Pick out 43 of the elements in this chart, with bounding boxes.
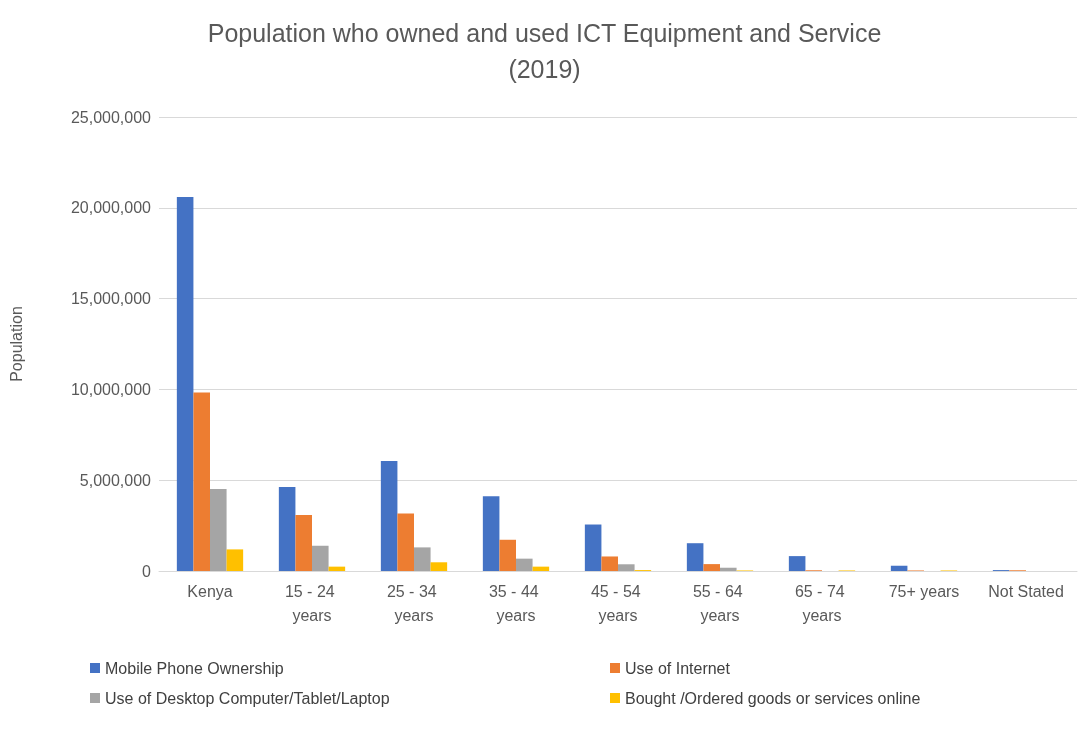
- x-tick-label: Not Stated: [988, 582, 1064, 600]
- bar: [312, 545, 329, 571]
- y-tick-label: 15,000,000: [70, 290, 152, 308]
- x-tick-label: Kenya: [187, 582, 233, 600]
- x-tick-label: 15 - 24 years: [284, 582, 340, 624]
- x-tick-label: 65 - 74 years: [794, 582, 850, 624]
- bar: [618, 564, 635, 571]
- bar: [482, 496, 500, 571]
- bar: [176, 196, 194, 571]
- y-axis-title: Population: [7, 306, 25, 382]
- bar: [890, 565, 908, 571]
- bar: [397, 513, 414, 571]
- bar: [601, 556, 618, 571]
- x-tick-label: 35 - 44 years: [488, 582, 544, 624]
- chart-title: Population who owned and used ICT Equipment and Service (2019): [207, 19, 882, 83]
- bar: [720, 567, 737, 571]
- y-tick-label: 25,000,000: [70, 108, 152, 126]
- y-tick-label: 0: [142, 562, 152, 580]
- legend-label: Mobile Phone Ownership: [105, 659, 284, 677]
- bar: [499, 539, 516, 571]
- y-tick-label: 20,000,000: [70, 199, 152, 217]
- legend-label: Bought /Ordered goods or services online: [625, 689, 921, 707]
- bar: [430, 562, 448, 571]
- bar: [380, 460, 398, 571]
- bar: [193, 392, 210, 571]
- x-tick-label: 55 - 64 years: [692, 582, 748, 624]
- y-tick-label: 5,000,000: [79, 471, 152, 489]
- bar: [703, 564, 720, 571]
- bar: [686, 543, 704, 571]
- y-tick-label: 10,000,000: [70, 380, 152, 398]
- bar: [226, 549, 244, 571]
- bar: [516, 558, 533, 571]
- bar: [414, 547, 431, 571]
- bar: [584, 524, 602, 571]
- bar: [278, 486, 296, 571]
- legend-label: Use of Desktop Computer/Tablet/Laptop: [105, 689, 390, 707]
- bar: [295, 515, 312, 571]
- bar: [210, 488, 227, 571]
- bar: [788, 556, 806, 571]
- x-tick-label: 25 - 34 years: [386, 582, 442, 624]
- x-tick-label: 45 - 54 years: [590, 582, 646, 624]
- x-tick-label: 75+ years: [888, 582, 960, 600]
- legend-label: Use of Internet: [625, 659, 731, 677]
